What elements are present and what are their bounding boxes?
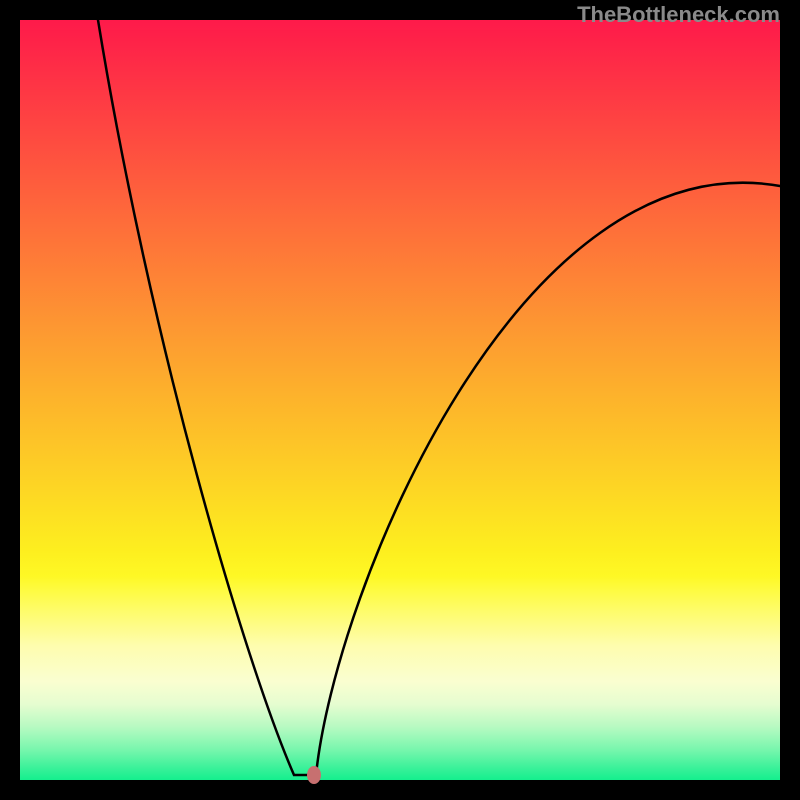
watermark-text: TheBottleneck.com	[577, 2, 780, 28]
bottleneck-chart	[0, 0, 800, 800]
plot-background	[20, 20, 780, 780]
optimum-marker	[307, 766, 321, 784]
